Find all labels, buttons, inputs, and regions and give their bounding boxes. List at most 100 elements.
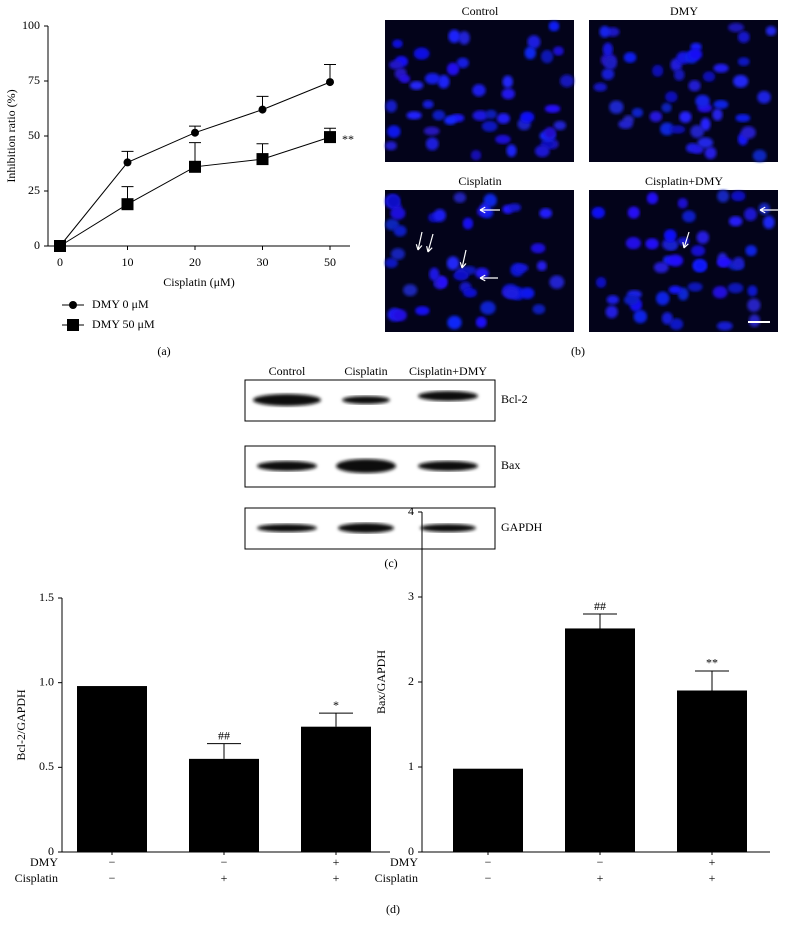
nucleus: [504, 288, 520, 300]
panel-label: (d): [386, 902, 400, 916]
blot-band: [253, 394, 321, 406]
condition-mark: +: [333, 855, 340, 869]
micrograph: DMY: [589, 4, 778, 162]
nucleus: [422, 100, 434, 109]
nucleus: [453, 270, 469, 281]
nucleus: [702, 71, 716, 82]
nucleus: [728, 22, 745, 33]
condition-name: DMY: [390, 855, 418, 869]
nucleus: [506, 144, 517, 157]
y-tick-label: 0: [34, 238, 40, 252]
nucleus: [385, 99, 397, 113]
nucleus: [716, 321, 733, 331]
nucleus: [559, 74, 574, 88]
bar: [453, 768, 523, 852]
nucleus: [631, 107, 644, 118]
blot-band: [418, 391, 478, 401]
nucleus: [385, 141, 397, 151]
error-bar: [207, 743, 241, 759]
data-point: [256, 153, 269, 166]
nucleus: [520, 111, 535, 123]
bar: [677, 690, 747, 852]
x-tick-label: 0: [57, 255, 63, 269]
blot-band: [336, 459, 396, 473]
bar: [565, 628, 635, 852]
nucleus: [679, 111, 692, 123]
error-bar: [583, 613, 617, 629]
nucleus: [458, 31, 470, 45]
nucleus: [475, 267, 489, 279]
nucleus: [508, 203, 521, 212]
nucleus: [744, 207, 757, 221]
arrow: [459, 249, 467, 269]
blot-band: [257, 461, 317, 471]
condition-mark: +: [597, 871, 604, 885]
y-tick-label: 0.5: [39, 759, 54, 773]
x-tick-label: 50: [324, 255, 336, 269]
nucleus: [646, 192, 659, 205]
image-title: Cisplatin+DMY: [645, 174, 723, 188]
error-bar: [319, 712, 353, 727]
condition-mark: −: [485, 871, 492, 885]
nucleus: [645, 238, 659, 250]
arrow: [682, 231, 690, 249]
nucleus: [413, 47, 430, 60]
nucleus: [633, 309, 648, 324]
nucleus: [532, 304, 546, 315]
nucleus: [409, 81, 424, 90]
column-label: Control: [269, 364, 306, 378]
nucleus: [433, 208, 447, 222]
nucleus: [415, 306, 430, 316]
nucleus: [514, 263, 529, 273]
row-label: Bax: [501, 458, 520, 472]
row-label: GAPDH: [501, 520, 543, 534]
column-label: Cisplatin+DMY: [409, 364, 487, 378]
nucleus: [695, 94, 710, 108]
nucleus: [663, 229, 677, 242]
nucleus: [534, 145, 550, 158]
arrow: [415, 231, 423, 251]
nucleus: [437, 74, 450, 89]
nucleus: [697, 137, 714, 149]
significance-label: *: [333, 698, 339, 712]
legend-label: DMY 50 μM: [92, 317, 155, 331]
image-title: Cisplatin: [458, 174, 501, 188]
nucleus: [423, 126, 440, 136]
condition-name: Cisplatin: [15, 871, 58, 885]
y-tick-label: 25: [28, 183, 40, 197]
nucleus: [693, 259, 707, 272]
arrow: [479, 206, 500, 214]
nucleus: [688, 80, 701, 92]
nucleus: [384, 257, 398, 269]
nucleus: [618, 119, 633, 129]
nucleus: [591, 206, 605, 219]
nucleus: [763, 215, 775, 229]
nucleus: [479, 202, 490, 216]
condition-mark: −: [485, 855, 492, 869]
nucleus: [682, 210, 696, 223]
nucleus: [712, 108, 723, 121]
nucleus: [713, 63, 729, 73]
y-tick-label: 1.0: [39, 674, 54, 688]
nucleus: [475, 316, 487, 328]
nucleus: [666, 241, 678, 251]
legend-marker: [67, 319, 79, 331]
nucleus: [656, 291, 670, 306]
column-label: Cisplatin: [344, 364, 387, 378]
nucleus: [480, 301, 496, 315]
nucleus: [661, 102, 672, 113]
nucleus: [747, 285, 758, 297]
data-point: [121, 198, 134, 211]
condition-mark: +: [709, 855, 716, 869]
data-point: [258, 105, 267, 114]
blot-band: [257, 524, 317, 532]
nucleus: [524, 46, 537, 60]
nucleus: [425, 137, 439, 151]
nucleus: [444, 115, 457, 125]
nucleus: [463, 287, 478, 298]
nucleus: [392, 39, 403, 48]
blot-band: [342, 396, 390, 404]
y-axis-label: Bax/GAPDH: [374, 650, 388, 714]
nucleus: [765, 25, 777, 36]
nucleus: [747, 298, 761, 313]
